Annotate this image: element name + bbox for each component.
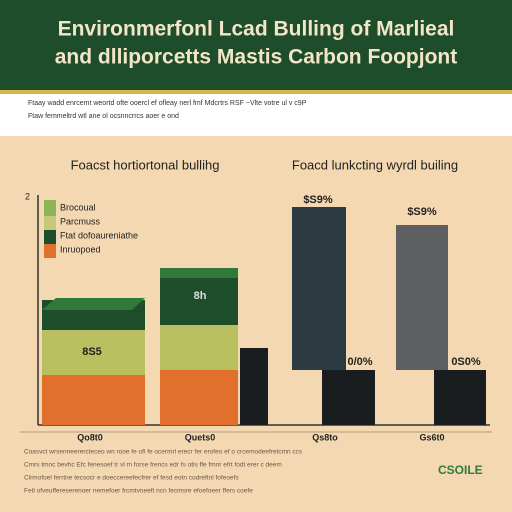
x-label: Qo8t0 xyxy=(77,432,103,442)
x-label: Gs6t0 xyxy=(419,432,444,442)
footer-text: Coasvct wrsenneerercteceo wn rooe fe ofl… xyxy=(24,449,303,456)
bar-segment xyxy=(160,370,238,425)
legend-swatch xyxy=(44,230,56,244)
footer-text: Fetl ofveuffereserenoer nemefoer frcmtvn… xyxy=(24,488,253,495)
bar-label: 0/0% xyxy=(347,356,372,368)
bar xyxy=(292,207,346,370)
x-labels: Qo8t0 Quets0 Qs8to Gs6t0 xyxy=(77,432,444,442)
bar-label: 8S5 xyxy=(82,346,102,358)
header-band xyxy=(0,0,512,90)
section-heading: Foacst hortiortonal bullihg xyxy=(71,157,220,172)
legend-label: Inruopoed xyxy=(60,244,101,254)
bar-segment xyxy=(42,330,145,375)
bar-top xyxy=(42,298,145,310)
legend-swatch xyxy=(44,244,56,258)
bar-segment xyxy=(42,375,145,425)
legend-swatch xyxy=(44,216,56,230)
title: Environmerfonl Lcad Bulling of Marlieal xyxy=(58,18,455,41)
x-label: Qs8to xyxy=(312,432,338,442)
legend: Brocoual Parcmuss Ftat dofoaureniathe Inruo… xyxy=(60,202,138,254)
subtitle: Ftaw femmeltrd wtl ane ol ocsnncrrcs aoe… xyxy=(28,113,179,120)
footer-text: Cmrs tmnc bevhc Efc fenesoef tr vl m for… xyxy=(24,462,282,469)
bar xyxy=(240,348,268,425)
legend-swatch xyxy=(44,200,56,216)
section-heading: Foacd lunkcting wyrdl builing xyxy=(292,157,458,172)
bar-label: 8h xyxy=(194,290,207,302)
bar-label: $S9% xyxy=(303,194,333,206)
bar-label: $S9% xyxy=(407,206,437,218)
subtitle-band xyxy=(0,94,512,136)
header-rule xyxy=(0,90,512,94)
axis-label: 2 xyxy=(25,191,30,201)
subtitle: Ftaay wadd enrcemt weortd ofte ooercl ef… xyxy=(28,100,307,107)
title: and dlliporcetts Mastis Carbon Foopjont xyxy=(55,46,458,69)
bar xyxy=(396,225,448,370)
bar-top xyxy=(160,268,238,278)
bar xyxy=(434,370,486,425)
bar-labels: 8S5 8h $S9% $S9% 0/0% 0S0% xyxy=(82,194,481,368)
bar-label: 0S0% xyxy=(451,356,481,368)
footer: Coasvct wrsenneerercteceo wn rooe fe ofl… xyxy=(24,449,303,495)
legend-label: Brocoual xyxy=(60,202,96,212)
bar-segment xyxy=(160,270,238,325)
bar xyxy=(322,370,375,425)
legend-label: Parcmuss xyxy=(60,216,101,226)
footer-text: Clrmofoel ferrtne tecsocr e doeccereefec… xyxy=(24,475,239,482)
brand: CSOILE xyxy=(438,463,483,477)
bar-segment xyxy=(160,325,238,370)
x-label: Quets0 xyxy=(185,432,216,442)
legend-label: Ftat dofoaureniathe xyxy=(60,230,138,240)
